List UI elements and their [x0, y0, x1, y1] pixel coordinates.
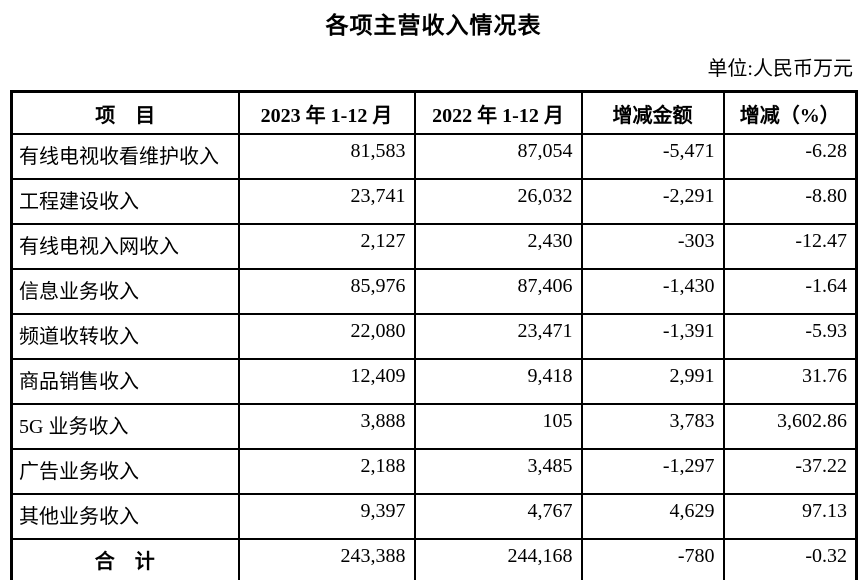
table-row: 广告业务收入 2,188 3,485 -1,297 -37.22: [10, 448, 858, 495]
unit-label: 单位:人民币万元: [707, 58, 853, 80]
value-2023: 81,583: [237, 133, 416, 180]
row-label: 信息业务收入: [10, 268, 240, 315]
row-label: 有线电视收看维护收入: [10, 133, 240, 180]
value-2023: 3,888: [237, 403, 416, 450]
value-2023: 22,080: [237, 313, 416, 360]
change-amount: -5,471: [580, 133, 725, 180]
row-label: 广告业务收入: [10, 448, 240, 495]
change-amount: -1,391: [580, 313, 725, 360]
col-header-item: 项 目: [10, 90, 240, 135]
change-amount: 4,629: [580, 493, 725, 540]
value-2023: 23,741: [237, 178, 416, 225]
change-percent: 3,602.86: [722, 403, 858, 450]
change-percent: -12.47: [722, 223, 858, 270]
page-title: 各项主营收入情况表: [325, 13, 542, 38]
value-2022: 2,430: [413, 223, 583, 270]
row-label: 其他业务收入: [10, 493, 240, 540]
value-2022: 9,418: [413, 358, 583, 405]
col-header-2022: 2022 年 1-12 月: [413, 90, 583, 135]
row-label: 工程建设收入: [10, 178, 240, 225]
change-amount: -1,297: [580, 448, 725, 495]
change-amount: 3,783: [580, 403, 725, 450]
table-row: 有线电视入网收入 2,127 2,430 -303 -12.47: [10, 223, 858, 270]
change-percent: -8.80: [722, 178, 858, 225]
value-2022: 26,032: [413, 178, 583, 225]
main-revenue-table: 项 目 2023 年 1-12 月 2022 年 1-12 月 增减金额 增减（…: [10, 90, 858, 580]
value-2023: 9,397: [237, 493, 416, 540]
table-row: 其他业务收入 9,397 4,767 4,629 97.13: [10, 493, 858, 540]
table-row: 工程建设收入 23,741 26,032 -2,291 -8.80: [10, 178, 858, 225]
header-row: 项 目 2023 年 1-12 月 2022 年 1-12 月 增减金额 增减（…: [10, 90, 858, 135]
change-percent: -5.93: [722, 313, 858, 360]
value-2023: 12,409: [237, 358, 416, 405]
value-2022: 87,406: [413, 268, 583, 315]
change-percent: 31.76: [722, 358, 858, 405]
table-row: 信息业务收入 85,976 87,406 -1,430 -1.64: [10, 268, 858, 315]
value-2022: 3,485: [413, 448, 583, 495]
total-value-2022: 244,168: [413, 538, 583, 580]
value-2023: 2,127: [237, 223, 416, 270]
change-percent: 97.13: [722, 493, 858, 540]
table-row: 商品销售收入 12,409 9,418 2,991 31.76: [10, 358, 858, 405]
change-amount: -2,291: [580, 178, 725, 225]
row-label: 频道收转收入: [10, 313, 240, 360]
total-change-amount: -780: [580, 538, 725, 580]
value-2022: 23,471: [413, 313, 583, 360]
col-header-change: 增减金额: [580, 90, 725, 135]
change-amount: -1,430: [580, 268, 725, 315]
table-row: 频道收转收入 22,080 23,471 -1,391 -5.93: [10, 313, 858, 360]
value-2022: 87,054: [413, 133, 583, 180]
value-2022: 4,767: [413, 493, 583, 540]
change-percent: -37.22: [722, 448, 858, 495]
change-percent: -6.28: [722, 133, 858, 180]
value-2022: 105: [413, 403, 583, 450]
row-label: 有线电视入网收入: [10, 223, 240, 270]
change-percent: -1.64: [722, 268, 858, 315]
col-header-2023: 2023 年 1-12 月: [237, 90, 416, 135]
total-change-percent: -0.32: [722, 538, 858, 580]
value-2023: 2,188: [237, 448, 416, 495]
change-amount: 2,991: [580, 358, 725, 405]
total-label: 合 计: [10, 538, 240, 580]
table-row: 5G 业务收入 3,888 105 3,783 3,602.86: [10, 403, 858, 450]
value-2023: 85,976: [237, 268, 416, 315]
total-value-2023: 243,388: [237, 538, 416, 580]
change-amount: -303: [580, 223, 725, 270]
table-row: 有线电视收看维护收入 81,583 87,054 -5,471 -6.28: [10, 133, 858, 180]
col-header-change-pct: 增减（%）: [722, 90, 858, 135]
row-label: 商品销售收入: [10, 358, 240, 405]
row-label: 5G 业务收入: [10, 403, 240, 450]
total-row: 合 计 243,388 244,168 -780 -0.32: [10, 538, 858, 580]
